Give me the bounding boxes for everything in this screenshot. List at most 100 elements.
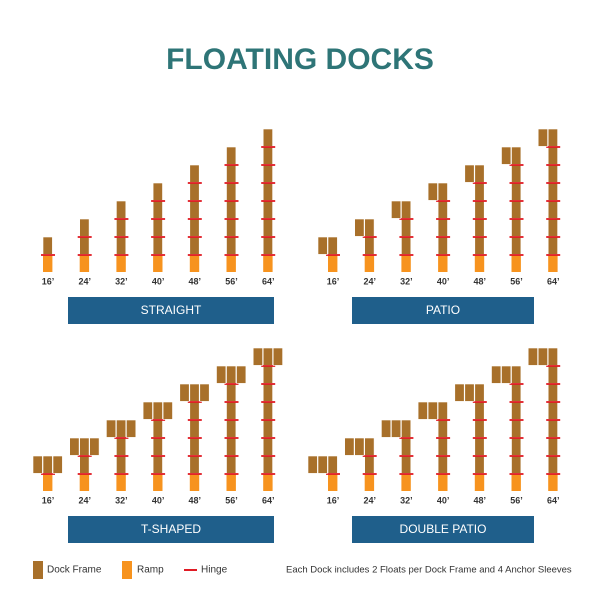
ramp [189,474,200,491]
dock-frame [427,182,438,201]
dock-frame [527,347,538,366]
panel-name: T-SHAPED [141,522,201,536]
ramp [474,474,485,491]
dock-length: 48’ [189,495,202,505]
dock-frame [474,236,485,255]
dock-frame [189,164,200,183]
title: FLOATING DOCKS [166,43,434,76]
dock-length: 48’ [474,276,487,286]
dock-frame [511,200,522,219]
dock-length: 56’ [510,495,523,505]
dock-length: 40’ [152,276,165,286]
dock-frame [189,383,200,402]
dock-frame [547,383,558,402]
dock-frame [501,365,512,384]
dock-frame [262,347,273,366]
dock-frame [189,200,200,219]
dock-frame [511,365,522,384]
dock-frame [226,419,237,438]
dock-length: 56’ [225,495,238,505]
dock-frame [547,437,558,456]
dock-frame [437,236,448,255]
dock-frame [236,365,247,384]
dock-frame [547,146,558,165]
dock-frame [226,401,237,420]
dock-frame [317,455,328,474]
dock-frame [427,401,438,420]
dock-length: 24’ [363,276,376,286]
dock-frame [262,383,273,402]
dock-frame [344,437,355,456]
dock-frame [152,437,163,456]
panel-banner [68,516,274,543]
dock-frame [537,128,548,147]
dock-frame [327,455,338,474]
dock-frame [69,437,80,456]
dock-frame [511,437,522,456]
dock-frame [401,455,412,474]
ramp [438,255,448,272]
dock-frame [354,437,365,456]
ramp [548,474,558,491]
dock-frame [152,182,163,201]
dock-frame [437,401,448,420]
dock-frame [262,437,273,456]
dock-frame [511,146,522,165]
dock-frame [437,182,448,201]
dock-frame [391,200,402,219]
dock-frame [547,365,558,384]
ramp [364,474,375,491]
dock-frame [262,128,273,147]
ramp [263,474,273,491]
dock-frame [437,218,448,237]
dock-frame [511,182,522,201]
note: Each Dock includes 2 Floats per Dock Fra… [286,565,572,576]
dock-length: 24’ [363,495,376,505]
dock-frame [511,419,522,438]
dock-frame [106,419,117,438]
dock-length: 24’ [78,276,91,286]
dock-frame [189,182,200,201]
dock-frame [437,437,448,456]
dock-frame [199,383,210,402]
dock-frame [364,218,375,237]
ramp [116,255,126,272]
dock-frame [262,365,273,384]
panel-name: STRAIGHT [141,303,202,317]
legend-ramp-swatch [122,561,132,579]
dock-frame [52,455,63,474]
dock-frame [474,164,485,183]
legend-frame-swatch [33,561,43,579]
dock-frame [511,218,522,237]
ramp [401,474,411,491]
dock-length: 48’ [474,495,487,505]
ramp [474,255,485,272]
dock-frame [189,401,200,420]
dock-length: 16’ [42,495,55,505]
ramp [79,255,90,272]
dock-frame [262,455,273,474]
dock-frame [262,218,273,237]
dock-frame [437,419,448,438]
legend-frame: Dock Frame [47,565,102,576]
dock-frame [226,383,237,402]
dock-frame [179,383,190,402]
docks: 16’ 24’ 32’ 40’ 48’ 56’ 64’ STRAIGHT 16’ 24’ 32’ 40… [32,128,561,543]
dock-frame [401,437,412,456]
dock-frame [262,419,273,438]
dock-frame [547,419,558,438]
dock-frame [437,455,448,474]
dock-frame [252,347,263,366]
dock-frame [226,365,237,384]
dock-length: 64’ [547,495,560,505]
dock-length: 48’ [189,276,202,286]
ramp [116,474,126,491]
dock-frame [189,455,200,474]
ramp [226,255,236,272]
dock-frame [262,236,273,255]
dock-length: 16’ [42,276,55,286]
dock-frame [116,236,127,255]
ramp [328,255,338,272]
legend-ramp: Ramp [137,565,164,576]
